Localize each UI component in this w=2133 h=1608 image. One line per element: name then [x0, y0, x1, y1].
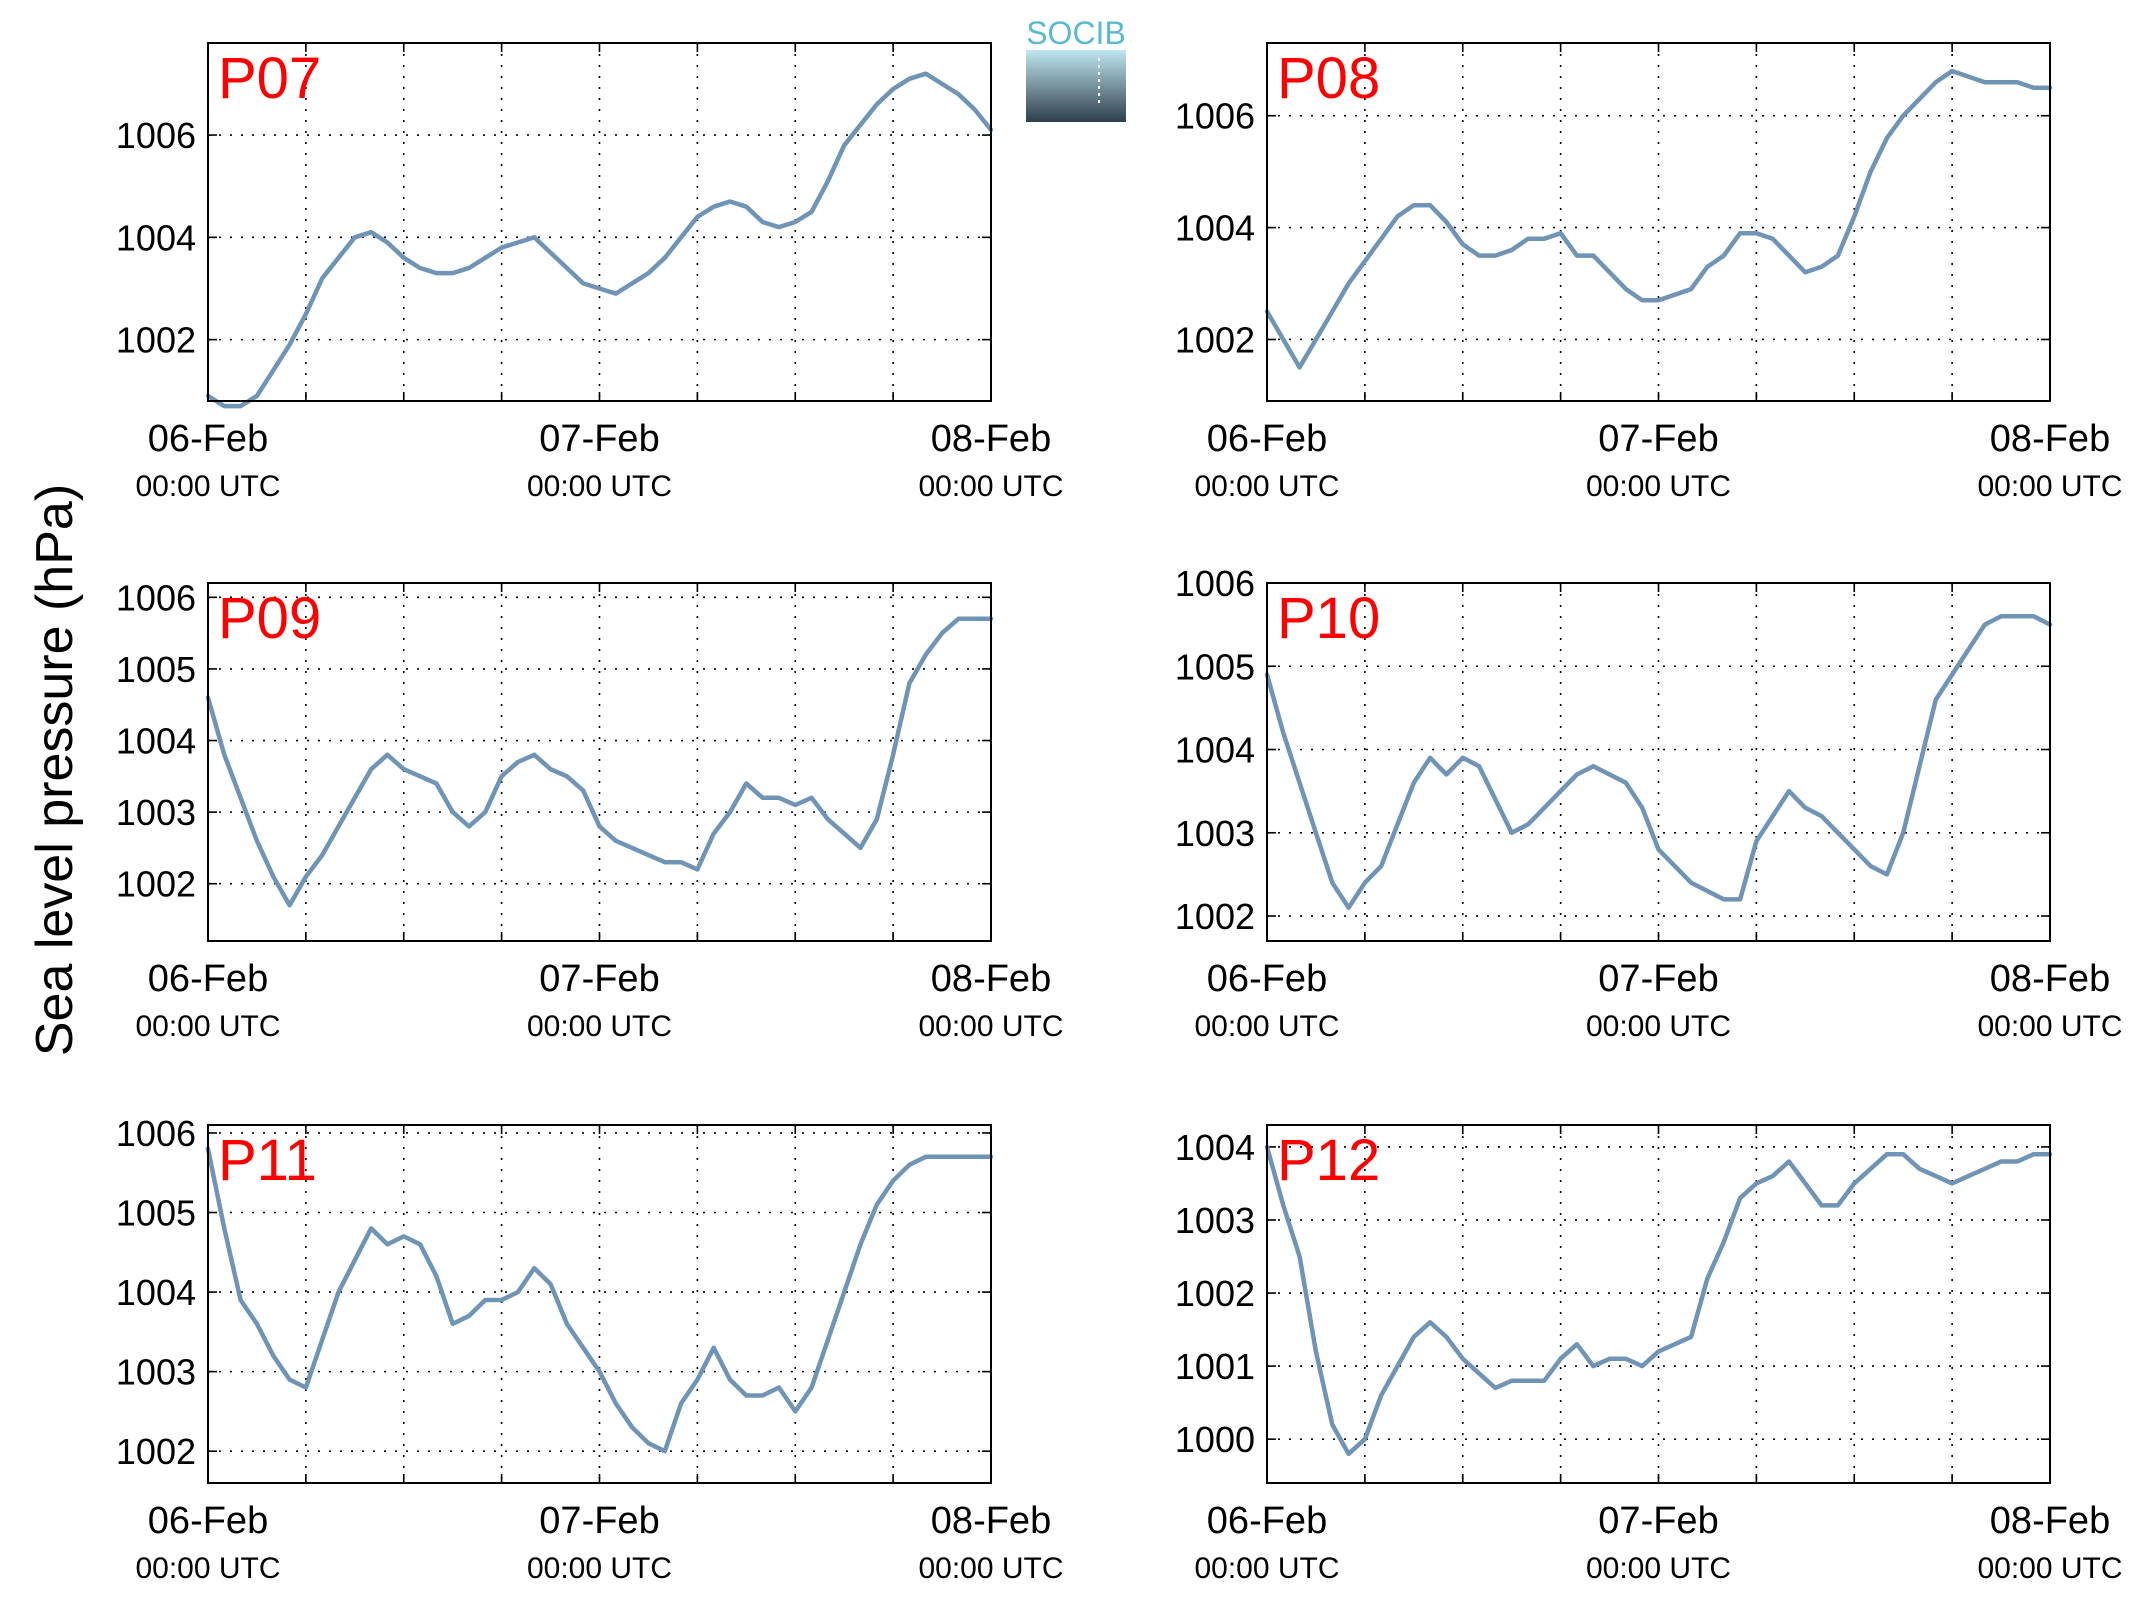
series-line-p11	[205, 1146, 994, 1454]
y-tick-label: 1006	[116, 577, 196, 618]
axes-frame	[1266, 582, 2051, 942]
x-tick-date: 08-Feb	[931, 418, 1051, 460]
y-tick-label: 1000	[1175, 1419, 1255, 1460]
panel-p07: 1002 1004 1006 06-Feb 00:00 UTC 07-Feb 00:00 U…	[116, 42, 1064, 503]
x-tick-time: 00:00 UTC	[1194, 470, 1339, 503]
series-line-p07	[205, 71, 994, 409]
x-tick-date: 07-Feb	[1598, 958, 1718, 1000]
x-tick-date: 06-Feb	[148, 1500, 268, 1542]
x-tick-date: 06-Feb	[148, 958, 268, 1000]
series-line-p09	[205, 616, 994, 908]
plot-area	[208, 1125, 991, 1483]
y-tick-label: 1004	[116, 1272, 196, 1313]
x-tick-time: 00:00 UTC	[1977, 470, 2122, 503]
y-tick-label: 1002	[116, 1431, 196, 1472]
panel-p09: 1002 1003 1004 1005 1006 06-Feb 00:00 UTC 07-Fe…	[116, 577, 1064, 1043]
y-tick-label: 1004	[116, 217, 196, 258]
axes-frame	[1266, 42, 2051, 402]
x-tick-date: 06-Feb	[1207, 418, 1327, 460]
x-tick-time: 00:00 UTC	[918, 470, 1063, 503]
series-line-p12	[1264, 1144, 2053, 1457]
y-tick-label: 1003	[116, 1352, 196, 1393]
x-tick-date: 07-Feb	[1598, 1500, 1718, 1542]
plot-area	[1267, 43, 2050, 401]
x-tick-time: 00:00 UTC	[527, 470, 672, 503]
x-tick-date: 07-Feb	[539, 418, 659, 460]
axes-frame	[207, 42, 992, 402]
x-tick-time: 00:00 UTC	[1586, 1010, 1731, 1043]
panel-label: P10	[1277, 586, 1380, 651]
x-tick-time: 00:00 UTC	[1977, 1552, 2122, 1585]
plot-area	[208, 43, 991, 401]
x-tick-time: 00:00 UTC	[918, 1010, 1063, 1043]
y-tick-label: 1004	[1175, 208, 1255, 249]
x-tick-time: 00:00 UTC	[1586, 470, 1731, 503]
y-tick-label: 1005	[1175, 646, 1255, 687]
x-tick-time: 00:00 UTC	[1194, 1010, 1339, 1043]
panel-p08: 1002 1004 1006 06-Feb 00:00 UTC 07-Feb 00:00 U…	[1175, 42, 2123, 503]
logo-block	[1026, 50, 1126, 122]
y-tick-label: 1001	[1175, 1346, 1255, 1387]
plot-area	[1267, 583, 2050, 941]
panel-label: P12	[1277, 1128, 1380, 1193]
panel-p11: 1002 1003 1004 1005 1006 06-Feb 00:00 UTC 07-Fe…	[116, 1113, 1064, 1585]
x-tick-time: 00:00 UTC	[1194, 1552, 1339, 1585]
y-tick-label: 1002	[1175, 1273, 1255, 1314]
x-tick-date: 06-Feb	[1207, 958, 1327, 1000]
panel-label: P09	[218, 586, 321, 651]
x-tick-time: 00:00 UTC	[135, 1010, 280, 1043]
x-tick-date: 07-Feb	[1598, 418, 1718, 460]
axes-frame	[207, 1124, 992, 1484]
y-tick-label: 1003	[116, 792, 196, 833]
x-tick-date: 06-Feb	[1207, 1500, 1327, 1542]
y-tick-label: 1004	[1175, 730, 1255, 771]
x-tick-date: 08-Feb	[1990, 1500, 2110, 1542]
axes-frame	[207, 582, 992, 942]
y-tick-label: 1003	[1175, 813, 1255, 854]
y-tick-label: 1004	[1175, 1127, 1255, 1168]
x-tick-date: 07-Feb	[539, 958, 659, 1000]
plot-area	[1267, 1125, 2050, 1483]
y-tick-label: 1006	[116, 115, 196, 156]
y-tick-label: 1002	[116, 320, 196, 361]
plot-area	[208, 583, 991, 941]
y-tick-label: 1002	[1175, 896, 1255, 937]
panel-label: P11	[218, 1128, 317, 1193]
x-tick-date: 08-Feb	[1990, 418, 2110, 460]
panel-label: P08	[1277, 46, 1380, 111]
y-tick-label: 1006	[116, 1113, 196, 1154]
y-tick-label: 1005	[116, 1193, 196, 1234]
x-tick-time: 00:00 UTC	[527, 1552, 672, 1585]
logo-text: SOCIB	[1026, 15, 1126, 51]
y-tick-label: 1004	[116, 721, 196, 762]
y-axis-label: Sea level pressure (hPa)	[26, 484, 84, 1056]
y-tick-label: 1006	[1175, 563, 1255, 604]
x-tick-time: 00:00 UTC	[1586, 1552, 1731, 1585]
y-tick-label: 1002	[116, 864, 196, 905]
x-tick-time: 00:00 UTC	[918, 1552, 1063, 1585]
y-tick-label: 1006	[1175, 96, 1255, 137]
panel-p10: 1002 1003 1004 1005 1006 06-Feb 00:00 UTC 07-Fe…	[1175, 563, 2123, 1043]
y-tick-label: 1003	[1175, 1200, 1255, 1241]
axes-frame	[1266, 1124, 2051, 1484]
x-tick-date: 06-Feb	[148, 418, 268, 460]
x-tick-date: 08-Feb	[1990, 958, 2110, 1000]
panel-p12: 1000 1001 1002 1003 1004 06-Feb 00:00 UTC 07-Fe…	[1175, 1124, 2123, 1585]
x-tick-date: 08-Feb	[931, 958, 1051, 1000]
x-tick-date: 07-Feb	[539, 1500, 659, 1542]
x-tick-time: 00:00 UTC	[135, 470, 280, 503]
panel-label: P07	[218, 46, 321, 111]
series-line-p10	[1264, 614, 2053, 910]
socib-logo: SOCIB	[1026, 15, 1126, 122]
x-tick-time: 00:00 UTC	[1977, 1010, 2122, 1043]
y-tick-label: 1005	[116, 649, 196, 690]
series-line-p08	[1264, 68, 2053, 370]
x-tick-time: 00:00 UTC	[135, 1552, 280, 1585]
x-tick-date: 08-Feb	[931, 1500, 1051, 1542]
x-tick-time: 00:00 UTC	[527, 1010, 672, 1043]
y-tick-label: 1002	[1175, 319, 1255, 360]
